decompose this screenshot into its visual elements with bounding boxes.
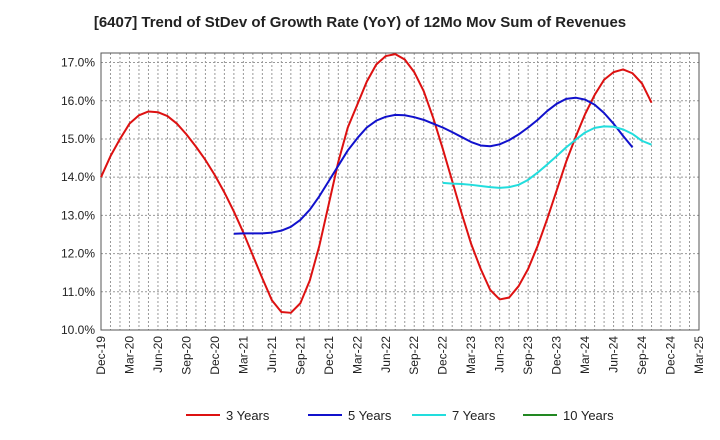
legend-label-10-years: 10 Years <box>563 408 614 423</box>
plot-background <box>101 53 699 330</box>
y-axis: 10.0% 11.0% 12.0% 13.0% 14.0% 15.0% 16.0% 17.0% <box>61 56 95 337</box>
x-tick-label: Dec-23 <box>550 336 564 375</box>
legend-label-5-years: 5 Years <box>348 408 392 423</box>
x-tick-label: Sep-22 <box>407 336 421 375</box>
legend-label-7-years: 7 Years <box>452 408 496 423</box>
y-tick-label: 13.0% <box>61 208 95 222</box>
plot-frame <box>100 52 700 331</box>
y-tick-label: 16.0% <box>61 94 95 108</box>
x-tick-label: Jun-20 <box>151 336 165 373</box>
x-tick-label: Jun-22 <box>379 336 393 373</box>
series-line-3-years <box>100 53 653 314</box>
chart-title: [6407] Trend of StDev of Growth Rate (Yo… <box>93 14 627 31</box>
x-tick-label: Mar-23 <box>464 336 478 374</box>
x-axis: Dec-19 Mar-20 Jun-20 Sep-20 Dec-20 Mar-21 Jun-… <box>94 336 706 375</box>
y-tick-label: 15.0% <box>61 132 95 146</box>
x-tick-label: Mar-24 <box>578 336 592 374</box>
y-tick-label: 12.0% <box>61 247 95 261</box>
series-line-7-years <box>442 125 652 189</box>
x-tick-label: Jun-24 <box>607 336 621 373</box>
x-tick-label: Sep-24 <box>635 336 649 375</box>
series-lines <box>100 53 653 314</box>
legend: 3 Years 5 Years 7 Years 10 Years <box>186 408 614 423</box>
x-tick-label: Mar-20 <box>122 336 136 374</box>
y-tick-label: 17.0% <box>61 56 95 70</box>
x-tick-label: Dec-21 <box>322 336 336 375</box>
x-tick-label: Dec-24 <box>664 336 678 375</box>
legend-label-3-years: 3 Years <box>226 408 270 423</box>
x-tick-label: Jun-23 <box>493 336 507 373</box>
x-tick-label: Sep-21 <box>293 336 307 375</box>
x-tick-label: Mar-22 <box>350 336 364 374</box>
y-tick-label: 10.0% <box>61 323 95 337</box>
y-tick-label: 11.0% <box>62 285 95 299</box>
x-tick-label: Jun-21 <box>265 336 279 373</box>
x-tick-label: Mar-25 <box>692 336 706 374</box>
x-tick-label: Dec-19 <box>94 336 108 375</box>
x-tick-label: Dec-22 <box>436 336 450 375</box>
series-line-5-years <box>233 96 634 235</box>
x-tick-label: Sep-23 <box>521 336 535 375</box>
x-tick-label: Sep-20 <box>179 336 193 375</box>
x-tick-label: Dec-20 <box>208 336 222 375</box>
y-tick-label: 14.0% <box>61 170 95 184</box>
x-tick-label: Mar-21 <box>236 336 250 374</box>
